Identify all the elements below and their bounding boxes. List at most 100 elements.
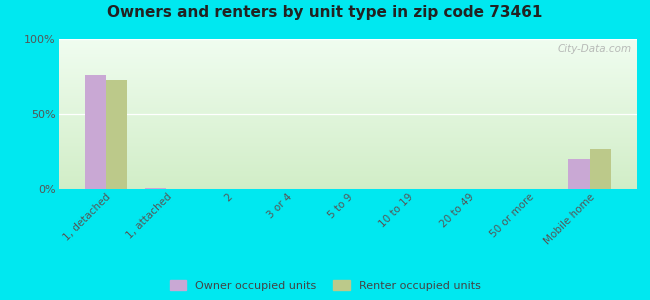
Bar: [58, 177, 637, 178]
Bar: [58, 40, 637, 42]
Bar: [58, 130, 637, 132]
Bar: [58, 108, 637, 110]
Bar: [58, 44, 637, 45]
Bar: [145, 188, 166, 189]
Bar: [58, 112, 637, 114]
Bar: [58, 174, 637, 176]
Bar: [58, 122, 637, 123]
Bar: [58, 39, 637, 40]
Bar: [58, 66, 637, 68]
Bar: [58, 63, 637, 64]
Bar: [58, 87, 637, 88]
Bar: [58, 88, 637, 90]
Bar: [58, 153, 637, 154]
Bar: [58, 180, 637, 182]
Bar: [58, 50, 637, 51]
Bar: [58, 136, 637, 138]
Bar: [58, 176, 637, 177]
Bar: [58, 165, 637, 166]
Bar: [58, 111, 637, 112]
Bar: [590, 148, 611, 189]
Bar: [58, 188, 637, 189]
Bar: [106, 80, 127, 189]
Legend: Owner occupied units, Renter occupied units: Owner occupied units, Renter occupied un…: [166, 277, 484, 294]
Bar: [58, 178, 637, 180]
Bar: [58, 148, 637, 150]
Bar: [58, 76, 637, 78]
Bar: [58, 171, 637, 172]
Bar: [58, 80, 637, 81]
Bar: [58, 100, 637, 102]
Bar: [58, 147, 637, 148]
Bar: [58, 69, 637, 70]
Bar: [58, 75, 637, 76]
Bar: [58, 162, 637, 164]
Bar: [58, 78, 637, 80]
Bar: [58, 124, 637, 126]
Bar: [58, 142, 637, 144]
Bar: [58, 51, 637, 52]
Bar: [58, 93, 637, 94]
Bar: [58, 110, 637, 111]
Bar: [58, 70, 637, 72]
Bar: [58, 172, 637, 174]
Bar: [58, 126, 637, 128]
Bar: [58, 114, 637, 116]
Bar: [58, 168, 637, 170]
Bar: [84, 75, 106, 189]
Bar: [58, 167, 637, 168]
Text: City-Data.com: City-Data.com: [557, 44, 631, 53]
Bar: [58, 98, 637, 99]
Bar: [58, 57, 637, 58]
Bar: [58, 132, 637, 134]
Bar: [58, 54, 637, 56]
Bar: [58, 169, 637, 171]
Bar: [58, 186, 637, 188]
Bar: [58, 141, 637, 142]
Bar: [58, 56, 637, 57]
Bar: [58, 92, 637, 93]
Bar: [58, 146, 637, 147]
Bar: [58, 183, 637, 184]
Bar: [58, 96, 637, 98]
Bar: [58, 99, 637, 100]
Bar: [58, 46, 637, 48]
Bar: [58, 123, 637, 124]
Bar: [58, 90, 637, 92]
Text: Owners and renters by unit type in zip code 73461: Owners and renters by unit type in zip c…: [107, 4, 543, 20]
Bar: [58, 61, 637, 63]
Bar: [58, 150, 637, 152]
Bar: [58, 159, 637, 160]
Bar: [58, 68, 637, 69]
Bar: [58, 85, 637, 87]
Bar: [58, 135, 637, 136]
Bar: [58, 152, 637, 153]
Bar: [58, 138, 637, 140]
Bar: [58, 160, 637, 162]
Bar: [58, 164, 637, 165]
Bar: [58, 84, 637, 86]
Bar: [58, 58, 637, 60]
Bar: [58, 158, 637, 159]
Bar: [58, 105, 637, 106]
Bar: [58, 154, 637, 156]
Bar: [58, 74, 637, 75]
Bar: [58, 116, 637, 117]
Bar: [58, 184, 637, 186]
Bar: [58, 156, 637, 158]
Bar: [58, 102, 637, 104]
Bar: [58, 45, 637, 46]
Bar: [58, 48, 637, 50]
Bar: [58, 106, 637, 108]
Bar: [58, 140, 637, 141]
Bar: [58, 72, 637, 74]
Bar: [58, 182, 637, 183]
Bar: [58, 42, 637, 44]
Bar: [568, 159, 590, 189]
Bar: [58, 117, 637, 118]
Bar: [58, 134, 637, 135]
Bar: [58, 94, 637, 96]
Bar: [58, 81, 637, 82]
Bar: [58, 118, 637, 120]
Bar: [58, 64, 637, 66]
